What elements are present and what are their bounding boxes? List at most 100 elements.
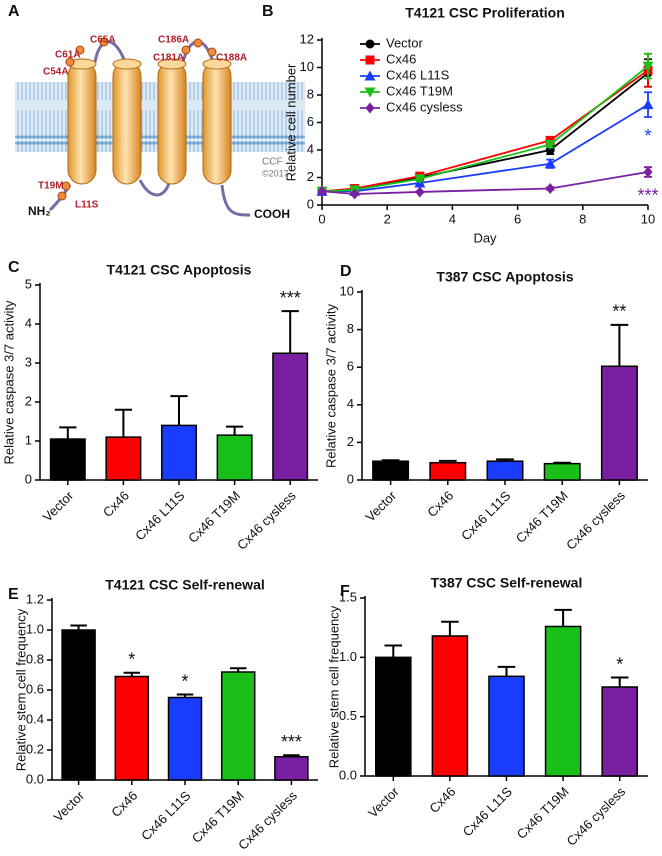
residue-label: T19M	[38, 181, 64, 192]
legend-label: Cx46 cysless	[386, 99, 463, 114]
x-axis-label: Day	[473, 230, 497, 245]
y-tick-label: 0.0	[26, 771, 44, 786]
residues	[57, 37, 217, 201]
c-terminus: COOH	[254, 207, 290, 221]
panel-letter: B	[262, 3, 274, 20]
topology-diagram: A C54A C61A C65A C181A C186A C188A T19M …	[8, 3, 305, 221]
x-tick-label: Vector	[40, 487, 77, 524]
x-tick-label: Cx46 T19M	[185, 488, 243, 546]
legend-marker	[364, 70, 376, 81]
x-tick-label: Cx46 L11S	[138, 788, 194, 844]
panel-letter: E	[8, 586, 19, 603]
error-bar	[170, 395, 188, 426]
legend-marker	[365, 39, 375, 49]
y-tick-label: 2	[307, 169, 314, 184]
bar	[431, 635, 469, 777]
marker	[643, 166, 653, 178]
y-tick-label: 3	[25, 354, 32, 369]
marker	[415, 186, 425, 198]
marker	[414, 174, 426, 185]
x-tick-label: 10	[641, 211, 655, 226]
bar	[544, 625, 582, 777]
marker	[317, 185, 327, 197]
helices	[67, 58, 232, 185]
credit: CCF	[262, 157, 283, 168]
y-tick-label: 0	[307, 196, 314, 211]
marker	[642, 61, 654, 72]
x-tick-label: 8	[579, 211, 586, 226]
bar	[429, 461, 467, 481]
x-tick-label: Cx46 cysless	[563, 488, 628, 553]
legend-label: Cx46	[386, 51, 416, 66]
chart-title: T387 CSC Apoptosis	[436, 269, 573, 285]
error-bar	[114, 408, 133, 438]
y-axis-label: Relative stem cell frequency	[13, 608, 28, 771]
y-tick-label: 0.6	[26, 681, 44, 696]
residue-label: C65A	[90, 35, 116, 46]
panel-letter: F	[340, 583, 350, 600]
panel-letter: C	[8, 259, 20, 276]
y-tick-label: 6	[347, 359, 354, 374]
x-tick-label: Cx46 L11S	[132, 488, 188, 544]
series-line	[322, 103, 649, 193]
marker	[544, 140, 556, 150]
chart-title: T4121 CSC Self-renewal	[105, 577, 265, 593]
significance: **	[612, 302, 626, 322]
panel-letter: A	[8, 3, 20, 20]
bar	[543, 462, 581, 481]
error-bar	[610, 676, 629, 687]
y-tick-label: 0.2	[26, 741, 44, 756]
y-tick-label: 4	[347, 396, 354, 411]
marker	[642, 99, 654, 110]
marker	[544, 158, 556, 169]
x-tick-label: Cx46	[424, 488, 456, 520]
y-tick-label: 1.0	[26, 621, 44, 636]
residue-label: L11S	[75, 200, 99, 211]
bar	[488, 675, 525, 777]
error-bar	[225, 425, 244, 436]
error-bar	[59, 426, 77, 440]
y-tick-label: 10	[340, 283, 354, 298]
x-tick-label: Cx46 T19M	[514, 784, 572, 842]
series-line	[321, 171, 649, 195]
bar	[220, 671, 256, 781]
y-tick-label: 8	[307, 86, 314, 101]
y-tick-label: 1	[25, 432, 32, 447]
chart-title: T387 CSC Self-renewal	[431, 575, 583, 591]
bar	[375, 656, 412, 777]
y-tick-label: 0.8	[26, 651, 44, 666]
n-terminus: NH₂	[28, 204, 51, 218]
x-tick-label: Cx46 T19M	[189, 788, 247, 846]
y-axis-label: Relative caspase 3/7 activity	[1, 300, 16, 465]
y-tick-label: 1.2	[26, 591, 44, 606]
y-tick-label: 0	[347, 471, 354, 486]
chart-title: T4121 CSC Proliferation	[405, 5, 565, 21]
error-bar	[497, 665, 516, 677]
error-bar	[281, 310, 299, 354]
bar	[601, 686, 638, 777]
significance: ***	[280, 288, 301, 308]
legend-label: Cx46 L11S	[386, 67, 450, 82]
bar	[49, 438, 86, 481]
x-tick-label: Cx46 L11S	[458, 488, 514, 544]
x-tick-label: Vector	[362, 487, 399, 524]
significance: *	[128, 650, 135, 670]
legend-label: Vector	[386, 35, 424, 50]
bar	[167, 696, 203, 781]
x-tick-label: Vector	[50, 787, 87, 824]
y-tick-label: 10	[300, 59, 314, 74]
significance: *	[644, 126, 651, 146]
x-tick-label: 2	[384, 211, 391, 226]
y-tick-label: 8	[347, 321, 354, 336]
error-bar	[384, 644, 403, 658]
y-tick-label: 4	[25, 315, 32, 330]
x-tick-label: Cx46 L11S	[460, 784, 516, 840]
bar	[372, 460, 410, 481]
marker	[350, 188, 360, 200]
residue-label: C181A	[153, 53, 184, 64]
x-tick-label: 0	[318, 211, 325, 226]
bar	[114, 675, 150, 781]
x-tick-label: Cx46	[108, 788, 140, 820]
loop	[138, 179, 172, 197]
